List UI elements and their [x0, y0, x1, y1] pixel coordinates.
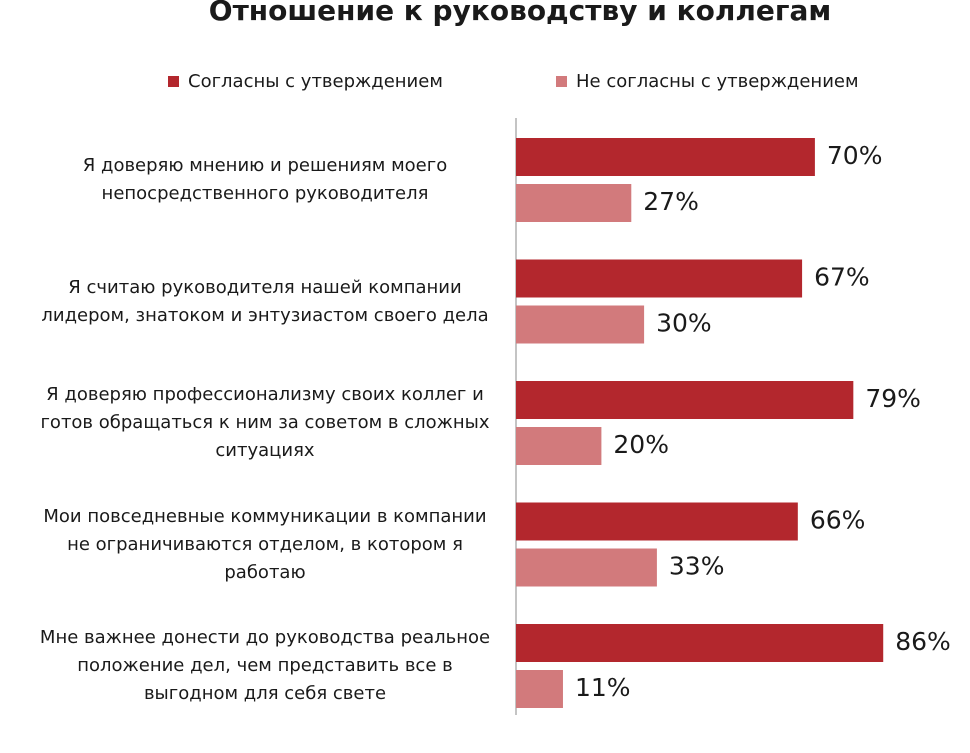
value-label: 67% [814, 263, 870, 292]
bar [516, 624, 884, 662]
legend-swatch [556, 76, 567, 87]
value-label: 79% [865, 384, 921, 413]
value-label: 11% [575, 673, 631, 702]
bar [516, 259, 803, 298]
value-label: 66% [810, 506, 866, 535]
value-label: 70% [827, 141, 883, 170]
value-label: 86% [895, 627, 951, 656]
bar [516, 548, 657, 587]
value-label: 33% [669, 552, 725, 581]
bar [516, 138, 815, 176]
category-label: Я доверяю мнению и решениям моего непоср… [82, 155, 448, 204]
bar [516, 502, 798, 541]
bar [516, 184, 632, 222]
category-label: Мои повседневные коммуникации в компании… [43, 505, 487, 583]
legend-swatch [168, 76, 179, 87]
bar [516, 670, 563, 708]
bar [516, 381, 854, 419]
legend-label: Согласны с утверждением [188, 71, 443, 92]
value-label: 20% [613, 430, 669, 459]
value-label: 30% [656, 309, 712, 338]
category-label: Я доверяю профессионализму своих коллег … [40, 384, 490, 461]
legend-label: Не согласны с утверждением [576, 71, 859, 92]
chart-title: Отношение к руководству и коллегам [209, 0, 831, 27]
category-label: Мне важнее донести до руководства реальн… [39, 627, 491, 704]
category-label: Я считаю руководителя нашей компании лид… [41, 276, 489, 326]
bar [516, 305, 645, 344]
bar [516, 427, 602, 465]
value-label: 27% [643, 187, 699, 216]
